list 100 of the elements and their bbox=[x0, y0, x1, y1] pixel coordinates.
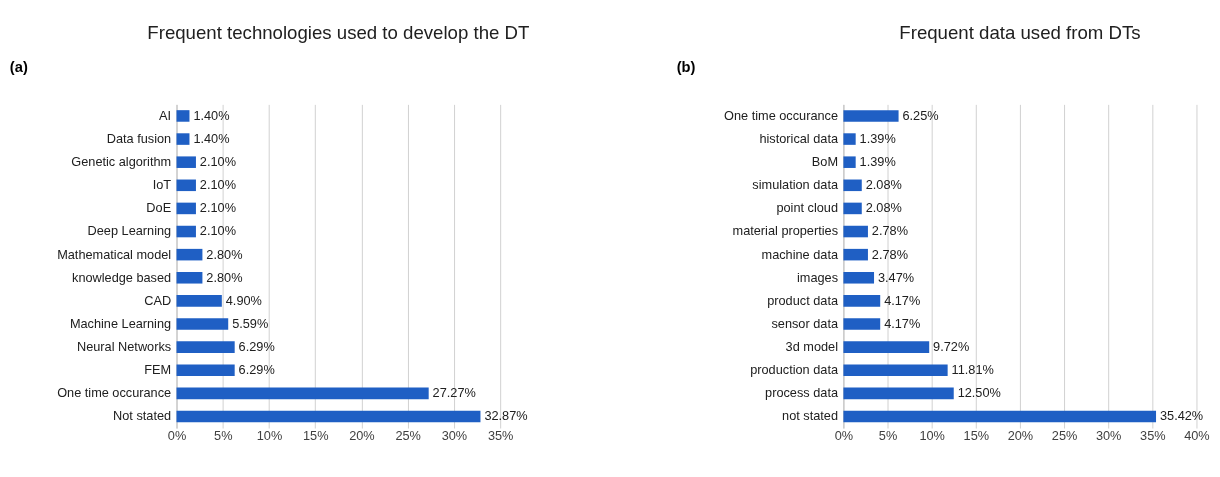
y-tick-label: One time occurance bbox=[57, 385, 172, 401]
data-label: 6.25% bbox=[902, 107, 939, 123]
y-tick-label: process data bbox=[765, 385, 839, 401]
bar bbox=[176, 295, 222, 307]
bar bbox=[843, 156, 856, 168]
x-tick-label: 20% bbox=[349, 428, 375, 444]
bar bbox=[176, 225, 196, 238]
chart-title: Frequent technologies used to develop the DT bbox=[147, 21, 530, 43]
bar bbox=[843, 318, 881, 330]
bar bbox=[176, 248, 203, 261]
data-label: 2.10% bbox=[199, 154, 236, 170]
bar bbox=[176, 202, 196, 215]
x-tick-label: 20% bbox=[1007, 428, 1034, 444]
y-tick-label: not stated bbox=[782, 408, 839, 424]
data-label: 2.78% bbox=[871, 223, 908, 239]
x-tick-label: 35% bbox=[1140, 428, 1166, 444]
x-tick-label: 15% bbox=[302, 428, 329, 444]
y-tick-label: BoM bbox=[811, 154, 839, 170]
data-label: 2.10% bbox=[199, 223, 236, 239]
bar bbox=[843, 225, 868, 238]
bar bbox=[176, 179, 196, 192]
data-label: 2.10% bbox=[199, 177, 236, 193]
y-tick-label: Data fusion bbox=[106, 130, 172, 146]
x-tick-label: 25% bbox=[395, 428, 421, 444]
data-label: 9.72% bbox=[933, 339, 970, 355]
x-tick-label: 25% bbox=[1051, 428, 1078, 444]
x-tick-label: 30% bbox=[1095, 428, 1122, 444]
y-tick-label: CAD bbox=[144, 292, 172, 308]
bar bbox=[176, 271, 203, 284]
y-tick-label: point cloud bbox=[776, 200, 839, 216]
bar bbox=[176, 387, 429, 400]
text: (b) bbox=[676, 59, 696, 76]
data-label: 6.29% bbox=[238, 339, 275, 355]
data-label: 4.17% bbox=[884, 292, 921, 308]
data-label: 4.90% bbox=[225, 292, 262, 308]
x-tick-label: 5% bbox=[214, 428, 233, 444]
chart-title: Frequent data used from DTs bbox=[899, 21, 1141, 43]
y-tick-label: machine data bbox=[761, 246, 839, 262]
x-tick-label: 5% bbox=[878, 428, 898, 444]
bar bbox=[843, 410, 1157, 423]
data-label: 5.59% bbox=[232, 315, 269, 331]
data-label: 2.08% bbox=[865, 177, 902, 193]
bar bbox=[843, 387, 954, 400]
data-label: 3.47% bbox=[877, 269, 915, 285]
bar bbox=[176, 341, 235, 353]
bar bbox=[843, 364, 948, 377]
data-label: 4.17% bbox=[884, 315, 921, 331]
bar bbox=[843, 110, 899, 122]
data-label: 2.78% bbox=[871, 246, 908, 262]
y-tick-label: sensor data bbox=[771, 315, 839, 331]
y-tick-label: Not stated bbox=[113, 408, 172, 424]
data-label: 11.81% bbox=[951, 362, 994, 378]
x-tick-label: 30% bbox=[441, 428, 468, 444]
bar bbox=[843, 179, 862, 192]
y-tick-label: Genetic algorithm bbox=[71, 154, 172, 170]
y-tick-label: FEM bbox=[144, 362, 172, 378]
bar bbox=[176, 156, 196, 168]
x-tick-label: 0% bbox=[167, 428, 187, 444]
y-tick-label: DoE bbox=[146, 200, 172, 216]
bar bbox=[176, 364, 235, 377]
data-label: 2.80% bbox=[206, 269, 243, 285]
data-label: 1.40% bbox=[193, 107, 230, 123]
x-tick-label: 35% bbox=[487, 428, 514, 444]
y-tick-label: material properties bbox=[732, 223, 839, 239]
bar bbox=[176, 318, 229, 330]
text: (a) bbox=[9, 59, 28, 76]
data-label: 32.87% bbox=[484, 408, 528, 424]
y-tick-label: Deep Learning bbox=[87, 223, 172, 239]
bar bbox=[176, 110, 190, 122]
y-tick-label: simulation data bbox=[752, 177, 839, 193]
bar bbox=[843, 271, 875, 284]
data-label: 2.80% bbox=[206, 246, 243, 262]
y-tick-label: Machine Learning bbox=[69, 315, 172, 331]
bar bbox=[843, 295, 881, 307]
data-label: 12.50% bbox=[957, 385, 1001, 401]
data-label: 27.27% bbox=[432, 385, 476, 401]
data-label: 1.39% bbox=[859, 154, 896, 170]
y-tick-label: knowledge based bbox=[72, 269, 172, 285]
bar bbox=[176, 133, 190, 145]
y-tick-label: historical data bbox=[759, 130, 839, 146]
y-tick-label: One time occurance bbox=[724, 107, 839, 123]
data-label: 2.08% bbox=[865, 200, 902, 216]
x-tick-label: 10% bbox=[919, 428, 945, 444]
x-tick-label: 10% bbox=[256, 428, 283, 444]
y-tick-label: images bbox=[796, 269, 839, 285]
bar bbox=[843, 202, 862, 215]
x-tick-label: 40% bbox=[1184, 428, 1210, 444]
data-label: 6.29% bbox=[238, 362, 275, 378]
y-tick-label: production data bbox=[750, 362, 839, 378]
data-label: 35.42% bbox=[1159, 408, 1204, 424]
y-tick-label: product data bbox=[767, 292, 839, 308]
y-tick-label: 3d model bbox=[785, 339, 839, 355]
bar bbox=[843, 248, 868, 261]
y-tick-label: Mathematical model bbox=[57, 246, 172, 262]
data-label: 1.39% bbox=[859, 130, 896, 146]
bar bbox=[843, 341, 930, 353]
bar bbox=[843, 133, 856, 145]
y-tick-label: AI bbox=[159, 107, 172, 123]
data-label: 1.40% bbox=[193, 130, 230, 146]
y-tick-label: Neural Networks bbox=[77, 339, 172, 355]
